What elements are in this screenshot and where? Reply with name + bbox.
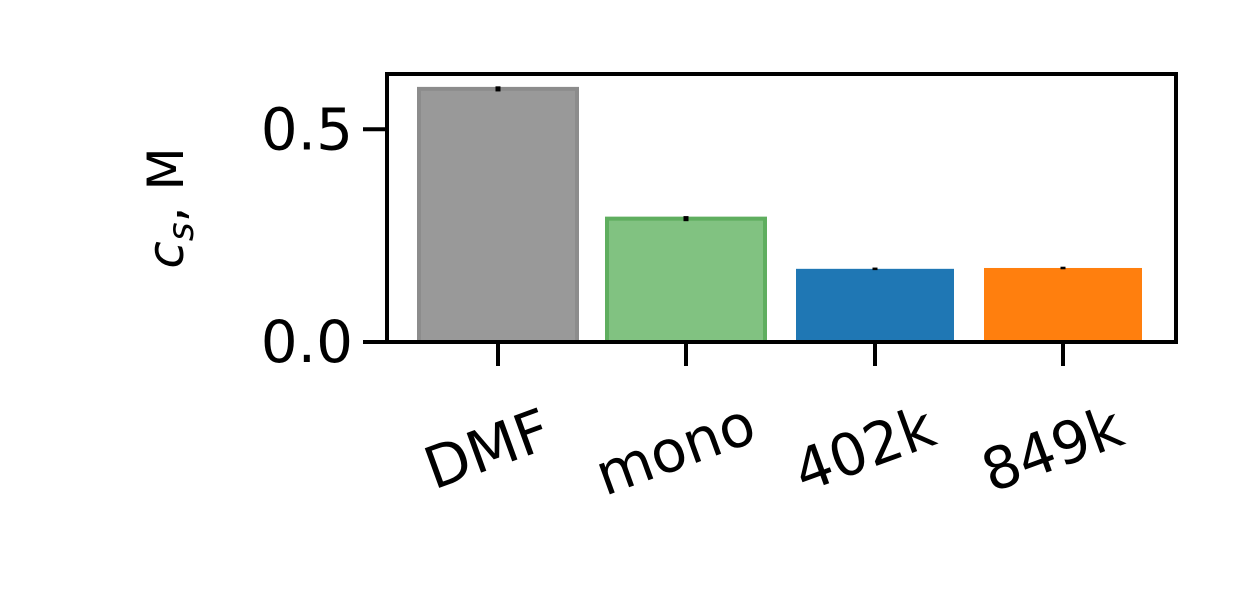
y-axis-label: cs, M xyxy=(137,147,202,268)
x-ticks-group: DMF mono 402k 849k xyxy=(415,342,1132,509)
y-axis-label-subscript: s xyxy=(161,222,202,241)
y-tick-label: 0.0 xyxy=(261,308,353,376)
bar-dmf xyxy=(417,86,579,344)
bars-group xyxy=(417,86,1142,344)
bar-402k xyxy=(796,268,954,342)
y-tick-label: 0.5 xyxy=(261,95,353,163)
plot-frame xyxy=(385,72,1178,344)
bar-849k xyxy=(984,267,1142,342)
x-tick-label: 849k xyxy=(973,392,1132,505)
errorbars-group xyxy=(495,86,1066,271)
x-tick-label: mono xyxy=(586,389,764,509)
y-axis-label-suffix: , M xyxy=(137,147,195,222)
bar-mono xyxy=(605,216,767,344)
x-tick-label: DMF xyxy=(415,395,559,503)
y-ticks-group: 0.0 0.5 xyxy=(261,95,387,376)
x-tick-label: 402k xyxy=(785,392,944,505)
y-axis-label-main: c xyxy=(137,241,195,269)
